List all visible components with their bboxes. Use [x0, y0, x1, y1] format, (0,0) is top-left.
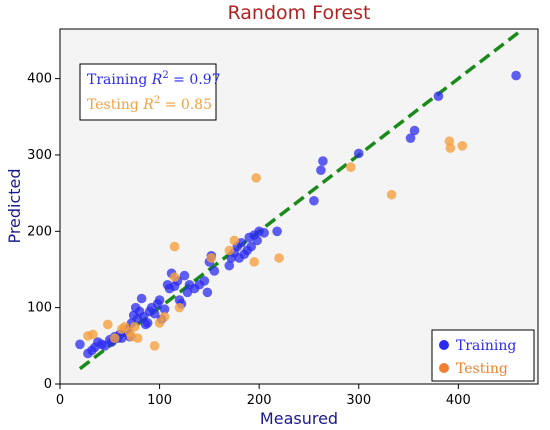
training-point: [246, 241, 256, 252]
training-point: [316, 165, 326, 176]
training-point: [142, 318, 153, 328]
testing-r2-label: Testing R2 = 0.85: [87, 95, 212, 113]
x-axis: 0 100 200 300 400: [56, 384, 471, 408]
chart-title: Random Forest: [227, 2, 370, 24]
testing-point: [229, 235, 240, 246]
y-axis-label: Predicted: [5, 168, 24, 243]
y-tick-label: 0: [44, 377, 52, 392]
training-point: [259, 228, 269, 238]
r2-annotation-box: Training R2 = 0.97 Testing R2 = 0.85: [79, 63, 221, 121]
y-tick-label: 400: [27, 72, 52, 87]
r2-box-frame: [79, 63, 217, 121]
testing-point: [274, 253, 284, 263]
training-point: [409, 125, 420, 136]
x-tick-label: 100: [147, 393, 172, 408]
legend-label-testing: Testing: [456, 361, 508, 377]
testing-point: [249, 257, 259, 267]
legend-marker-testing: [439, 363, 449, 373]
testing-point: [457, 141, 468, 151]
legend-label-training: Training: [456, 338, 516, 354]
training-point: [309, 195, 319, 206]
training-point: [202, 287, 213, 298]
training-point: [159, 304, 170, 314]
testing-point: [132, 333, 143, 343]
testing-point: [159, 312, 170, 322]
y-tick-label: 100: [27, 301, 52, 316]
training-point: [75, 339, 85, 350]
training-point: [511, 70, 521, 81]
training-point: [136, 293, 147, 304]
training-point: [224, 260, 235, 271]
testing-point: [149, 341, 160, 351]
training-point: [353, 148, 364, 159]
testing-point: [445, 143, 456, 153]
y-tick-label: 300: [27, 148, 52, 163]
training-point: [179, 270, 190, 281]
x-axis-label: Measured: [260, 409, 338, 428]
training-r2-label: Training R2 = 0.97: [87, 70, 221, 88]
y-axis: 0 100 200 300 400: [27, 72, 60, 392]
testing-point: [251, 173, 261, 183]
testing-points: [83, 136, 468, 351]
testing-point: [224, 245, 235, 256]
legend: Training Testing: [431, 329, 535, 382]
testing-point: [169, 272, 180, 282]
testing-point: [109, 333, 120, 343]
training-point: [405, 133, 416, 143]
x-tick-label: 200: [247, 393, 272, 408]
testing-point: [169, 241, 180, 252]
testing-point: [88, 329, 98, 340]
testing-point: [174, 302, 185, 313]
x-tick-label: 0: [56, 393, 64, 408]
y-tick-label: 200: [27, 224, 52, 239]
testing-point: [386, 189, 397, 200]
legend-marker-training: [439, 340, 449, 350]
testing-point: [206, 253, 217, 263]
training-point: [272, 226, 282, 237]
training-point: [433, 91, 444, 101]
training-point: [209, 266, 220, 276]
training-point: [318, 156, 328, 166]
training-point: [252, 235, 262, 246]
legend-frame: [431, 329, 535, 382]
training-point: [154, 295, 165, 305]
training-point: [149, 308, 160, 319]
training-point: [199, 276, 210, 286]
testing-point: [129, 321, 140, 332]
x-tick-label: 400: [446, 393, 471, 408]
testing-point: [103, 319, 113, 330]
testing-point: [345, 162, 356, 172]
training-point: [116, 333, 127, 343]
x-tick-label: 300: [346, 393, 371, 408]
